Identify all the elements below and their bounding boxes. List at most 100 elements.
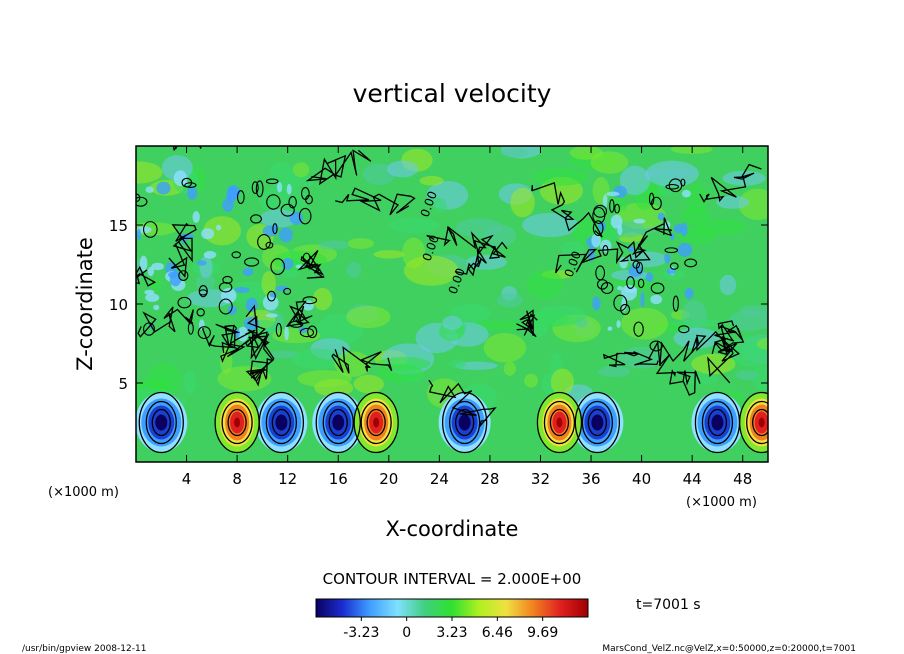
x-tick-label: 24 [430,470,449,488]
contour-line [454,239,500,277]
contour-ring [592,206,606,224]
contour-ring [649,340,663,352]
contour-ring [301,187,310,200]
contour-line [172,146,202,152]
field-patch [738,188,768,221]
field-patch [569,146,604,160]
field-patch [448,359,466,369]
contour-ring [184,182,197,189]
field-patch [597,365,631,378]
field-patch [136,222,178,236]
contour-ring [283,287,292,295]
contour-interval-text: CONTOUR INTERVAL = 2.000E+00 [323,570,582,588]
downdraft-cell [275,414,288,431]
contour-ring [288,196,297,209]
field-patch [695,218,747,236]
turbulence-speck [234,286,250,293]
contour-ring [143,221,158,238]
contour-ring [197,326,211,340]
turbulence-speck [276,182,283,193]
field-patch [621,307,668,340]
contour-line [136,265,157,292]
contour-ring [298,207,312,225]
cell-contour [315,391,361,454]
colorbar-tick-label: -3.23 [343,625,379,641]
cell-contour [258,391,305,454]
contour-ring [299,327,315,338]
contour-ring [267,290,276,302]
time-label: t=7001 s [636,597,701,613]
y-axis-label: Z-coordinate [73,237,97,371]
field-patch [297,370,352,388]
field-patch [672,318,724,328]
turbulence-speck [226,185,241,200]
field-patch [353,374,384,394]
contour-ring [136,196,148,207]
x-tick-label: 8 [232,470,242,488]
field-patch [716,195,750,209]
turbulence-speck [136,228,141,241]
x-tick-label: 16 [329,470,348,488]
field-patch [532,168,589,186]
contour-ring [596,279,609,290]
contour-ring [270,258,285,275]
contour-line [516,309,538,338]
contour-ring [289,320,304,328]
field-patch [455,218,504,238]
turbulence-speck [203,250,217,259]
x-axis-label: X-coordinate [386,517,519,541]
colorbar-tick-label: 6.46 [482,625,513,641]
cell-contour [271,408,292,437]
cell-contour [574,391,621,454]
colorbar-tick-label: 9.69 [527,625,558,641]
downdraft-cell [155,414,168,431]
turbulence-speck [606,191,620,197]
y-tick-label: 10 [109,296,128,314]
contour-ring [222,275,233,284]
turbulence-speck [151,262,164,271]
contour-ring [592,220,604,237]
x-tick-label: 44 [683,470,702,488]
turbulence-speck [242,267,254,277]
downdraft-cell [711,414,724,431]
contour-line [297,250,325,279]
colorbar-tick-label: 0 [402,625,411,641]
turbulence-speck [262,294,279,311]
field-patch [318,240,349,251]
contour-ring [272,223,278,235]
turbulence-speck [627,246,635,252]
field-patch [373,250,405,259]
field-patch [269,160,294,190]
contour-ring [648,192,655,206]
turbulence-speck [607,326,613,331]
field-patch [183,370,197,394]
turbulence-speck [278,227,293,243]
turbulence-speck [201,228,215,240]
field-patch [680,207,711,225]
field-patch [258,186,309,215]
field-patch [535,305,587,326]
contour-ring [614,203,620,214]
turbulence-speck [265,313,278,318]
field-patch [719,274,737,296]
cell-contour [587,408,608,437]
turbulence-speck [640,292,645,308]
contour-line [245,304,275,362]
turbulence-speck [616,320,621,328]
contour-line [602,351,659,368]
turbulence-speck [592,296,601,311]
turbulence-speck [616,285,623,291]
field-patch [615,220,645,238]
x-tick-label: 4 [182,470,192,488]
downdraft-cell [458,414,471,431]
contour-ring [236,190,245,205]
x-unit-left: (×1000 m) [48,485,119,500]
contour-ring [302,252,311,263]
contour-line [707,324,745,384]
contour-ring [678,325,690,334]
contour-line [245,358,274,387]
x-tick-label: 12 [278,470,297,488]
turbulence-speck [681,189,692,198]
contour-ring [307,325,318,339]
turbulence-speck [684,287,694,300]
